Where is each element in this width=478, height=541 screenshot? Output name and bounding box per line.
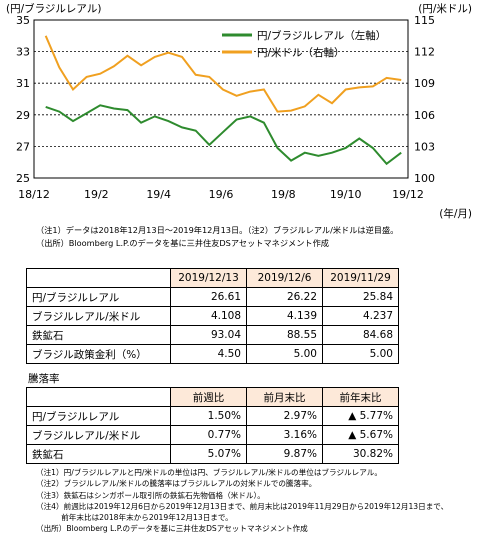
table-notes: （注1）円/ブラジルレアルと円/米ドルの単位は円、ブラジルレアル/米ドルの単位は… — [36, 467, 448, 535]
cell-value: 5.00 — [322, 344, 399, 364]
table-row: ブラジルレアル/米ドル 4.108 4.139 4.237 — [26, 306, 399, 326]
cell-value: 2.97% — [246, 406, 323, 426]
latest-values-table: 2019/12/13 2019/12/6 2019/11/29 円/ブラジルレア… — [26, 268, 399, 364]
chart-source-note: （出所）Bloomberg L.P.のデータを基に三井住友DSアセットマネジメン… — [36, 238, 329, 248]
row-label: ブラジルレアル/米ドル — [26, 306, 171, 326]
table-row: ブラジルレアル/米ドル 0.77% 3.16% ▲ 5.67% — [26, 425, 399, 445]
cell-value: ▲ 5.77% — [322, 406, 399, 426]
table-row: 鉄鉱石 5.07% 9.87% 30.82% — [26, 444, 399, 464]
legend: 円/ブラジルレアル（左軸） 円/米ドル（右軸） — [222, 29, 386, 59]
right-axis-label: (円/米ドル) — [418, 2, 472, 15]
legend-label-jpy-usd: 円/米ドル（右軸） — [257, 46, 345, 59]
cell-value: 93.04 — [170, 325, 247, 345]
cell-value: 4.50 — [170, 344, 247, 364]
table-header-cell: 前年末比 — [322, 387, 399, 407]
x-tick-label: 19/8 — [271, 188, 296, 201]
cell-value: 88.55 — [246, 325, 323, 345]
legend-label-jpy-brl: 円/ブラジルレアル（左軸） — [257, 29, 386, 42]
table-row: ブラジル政策金利（%） 4.50 5.00 5.00 — [26, 344, 399, 364]
cell-value: 0.77% — [170, 425, 247, 445]
right-tick-label: 112 — [414, 46, 435, 59]
cell-value: 5.00 — [246, 344, 323, 364]
table-note: （注3）鉄鉱石はシンガポール取引所の鉄鉱石先物価格（米ドル）。 — [36, 490, 265, 500]
left-axis-label: (円/ブラジルレアル) — [6, 2, 101, 15]
cell-value: 25.84 — [322, 287, 399, 307]
table-header-row: 2019/12/13 2019/12/6 2019/11/29 — [26, 268, 399, 288]
x-tick-label: 19/4 — [146, 188, 171, 201]
table-note: （注1）円/ブラジルレアルと円/米ドルの単位は円、ブラジルレアル/米ドルの単位は… — [36, 468, 382, 477]
table-header-cell: 前週比 — [170, 387, 247, 407]
cell-value: 26.22 — [246, 287, 323, 307]
table-note: （注4）前週比は2019年12月6日から2019年12月13日まで、前月末比は2… — [36, 501, 449, 511]
x-tick-label: 18/12 — [18, 188, 50, 201]
left-tick-label: 31 — [16, 77, 30, 90]
table-row: 円/ブラジルレアル 1.50% 2.97% ▲ 5.77% — [26, 406, 399, 426]
series-line-jpy-usd — [44, 35, 402, 113]
table-header-row: 前週比 前月末比 前年末比 — [26, 387, 399, 407]
change-rate-table: 前週比 前月末比 前年末比 円/ブラジルレアル 1.50% 2.97% ▲ 5.… — [26, 387, 399, 464]
table-header-cell: 2019/11/29 — [322, 268, 399, 288]
cell-value: 4.108 — [170, 306, 247, 326]
cell-value: 84.68 — [322, 325, 399, 345]
table-header-cell: 前月末比 — [246, 387, 323, 407]
x-tick-label: 19/2 — [84, 188, 109, 201]
x-unit-label: (年/月) — [439, 207, 472, 220]
x-tick-label: 19/10 — [330, 188, 362, 201]
exchange-rate-chart: (円/ブラジルレアル) (円/米ドル) (年/月) 25 27 29 31 33 35 1… — [6, 2, 472, 220]
right-tick-label: 115 — [414, 14, 435, 27]
table-note: （出所）Bloomberg L.P.のデータを基に三井住友DSアセットマネジメン… — [36, 524, 308, 534]
cell-value: 4.139 — [246, 306, 323, 326]
left-axis-ticks: 25 27 29 31 33 35 — [16, 14, 30, 185]
cell-value: 9.87% — [246, 444, 323, 464]
left-tick-label: 27 — [16, 140, 30, 153]
cell-value: 1.50% — [170, 406, 247, 426]
row-label: 円/ブラジルレアル — [26, 287, 171, 307]
row-label: 円/ブラジルレアル — [26, 406, 171, 426]
x-tick-label: 19/6 — [209, 188, 234, 201]
cell-value: 4.237 — [322, 306, 399, 326]
table-row: 円/ブラジルレアル 26.61 26.22 25.84 — [26, 287, 399, 307]
cell-value: 26.61 — [170, 287, 247, 307]
right-axis-ticks: 100 103 106 109 112 115 — [414, 14, 435, 185]
left-tick-label: 35 — [16, 14, 30, 27]
table-note: 前年末比は2018年末から2019年12月13日まで。 — [36, 513, 233, 523]
cell-value: 5.07% — [170, 444, 247, 464]
x-tick-label: 19/12 — [392, 188, 424, 201]
plot-frame — [33, 19, 409, 179]
table-header-cell: 2019/12/6 — [246, 268, 323, 288]
right-tick-label: 103 — [414, 140, 435, 153]
change-rate-title: 騰落率 — [28, 373, 60, 385]
left-tick-label: 29 — [16, 109, 30, 122]
table-header-cell: 2019/12/13 — [170, 268, 247, 288]
row-label: ブラジル政策金利（%） — [26, 344, 171, 364]
right-tick-label: 109 — [414, 77, 435, 90]
left-tick-label: 25 — [16, 172, 30, 185]
right-tick-label: 100 — [414, 172, 435, 185]
left-tick-label: 33 — [16, 46, 30, 59]
row-label: 鉄鉱石 — [26, 444, 171, 464]
table-corner-cell — [26, 387, 171, 407]
table-note: （注2）ブラジルレアル/米ドルの騰落率はブラジルレアルの対米ドルでの騰落率。 — [36, 479, 317, 489]
cell-value: 30.82% — [322, 444, 399, 464]
row-label: 鉄鉱石 — [26, 325, 171, 345]
table-corner-cell — [26, 268, 171, 288]
x-axis-ticks: 18/12 19/2 19/4 19/6 19/8 19/10 19/12 — [18, 188, 424, 201]
cell-value: 3.16% — [246, 425, 323, 445]
row-label: ブラジルレアル/米ドル — [26, 425, 171, 445]
table-row: 鉄鉱石 93.04 88.55 84.68 — [26, 325, 399, 345]
grid-lines — [34, 51, 408, 147]
series-line-jpy-brl — [45, 104, 402, 166]
chart-note-1: （注1）データは2018年12月13日～2019年12月13日。（注2）ブラジル… — [36, 225, 399, 235]
right-tick-label: 106 — [414, 109, 435, 122]
cell-value: ▲ 5.67% — [322, 425, 399, 445]
